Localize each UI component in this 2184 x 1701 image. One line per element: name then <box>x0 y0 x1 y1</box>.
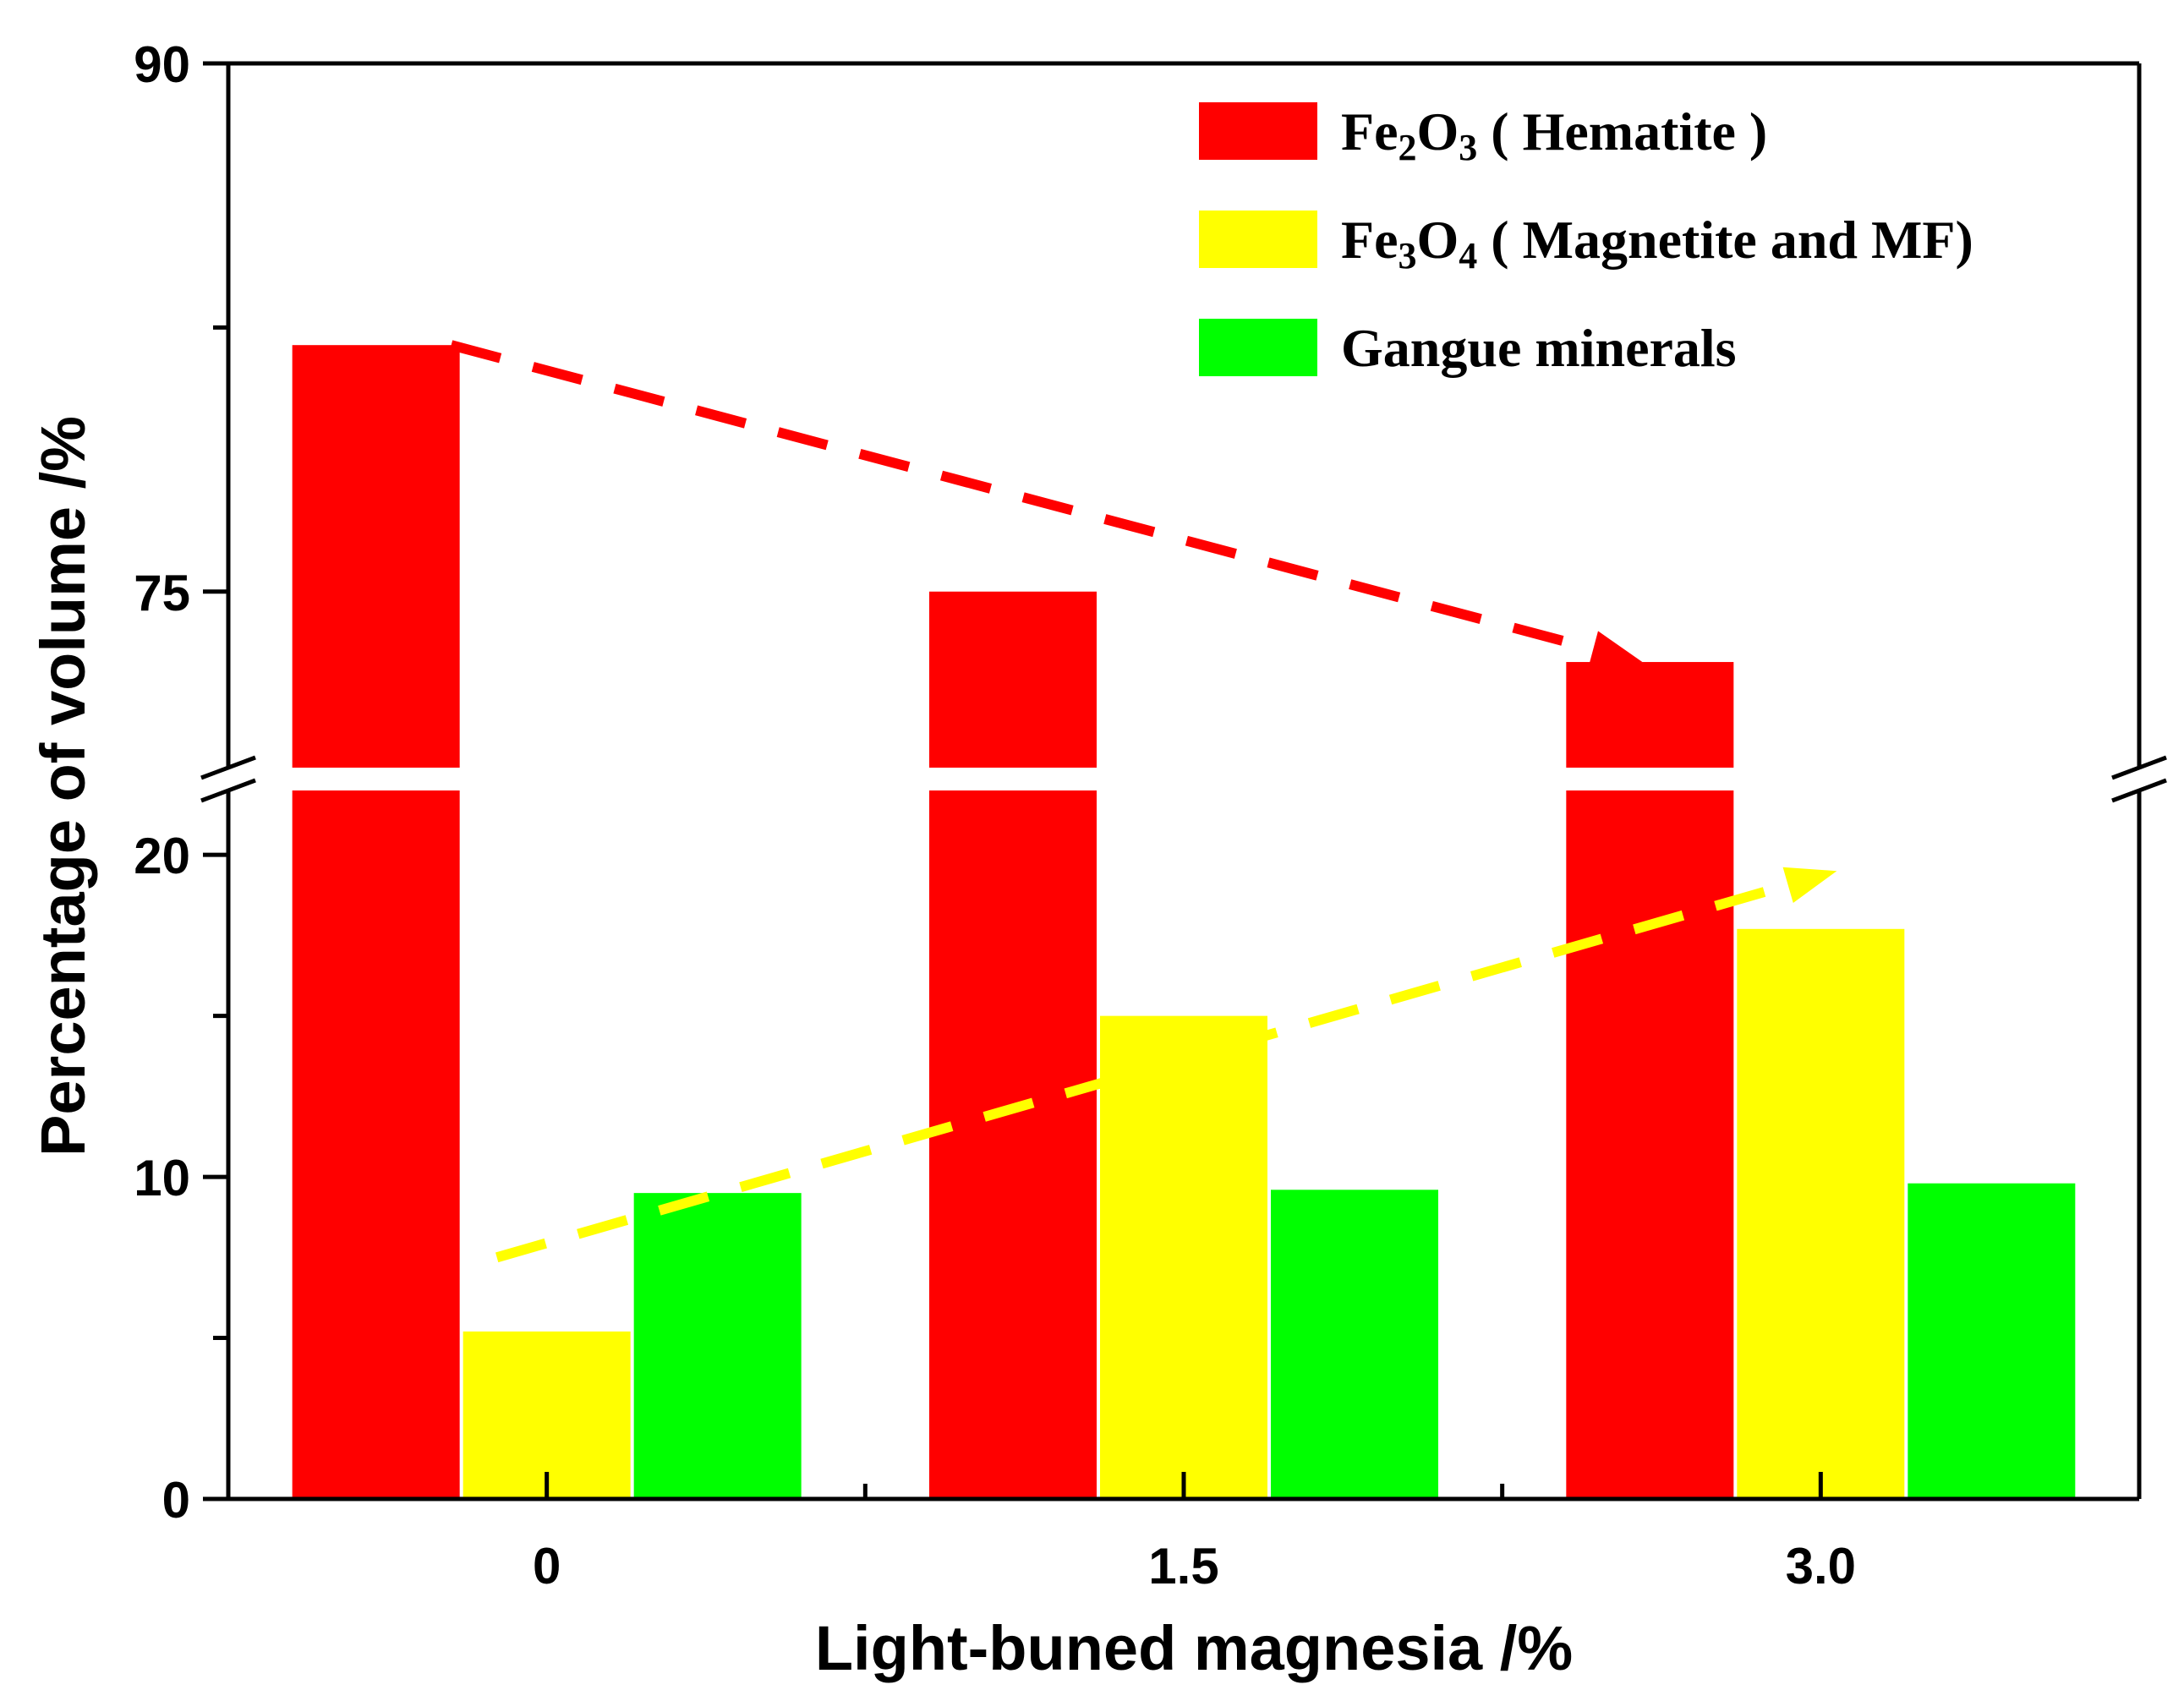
legend-label-2: Gangue minerals <box>1341 318 1737 378</box>
bar-0-2-upper <box>1566 662 1734 768</box>
legend-label-1-sub1: 3 <box>1399 235 1417 276</box>
legend-swatch-1 <box>1199 211 1317 268</box>
bar-0-2-lower <box>1566 790 1734 1499</box>
trend-arrow-1-head <box>1782 867 1837 903</box>
bar-0-1-upper <box>929 591 1097 768</box>
trend-arrow-1-line <box>495 880 1790 1263</box>
y-tick-label-upper-0: 75 <box>134 565 190 621</box>
legend-label-0-sub1: 2 <box>1399 127 1417 168</box>
bars-layer <box>292 345 2076 1499</box>
bar-0-1-lower <box>929 790 1097 1499</box>
x-axis-title: Light-buned magnesia /% <box>815 1613 1573 1683</box>
y-tick-label-lower-2: 20 <box>134 828 190 884</box>
x-tick-label-0: 0 <box>533 1538 561 1594</box>
bar-1-1 <box>1100 1015 1267 1499</box>
trend-arrows-layer <box>450 340 1837 1263</box>
axis-break-mark-1-0 <box>2111 755 2167 780</box>
y-axis-title: Percentage of volume /% <box>28 416 98 1157</box>
legend-label-1-base2: O <box>1417 210 1459 270</box>
ticks-layer: 0 10 20 75 90 0 1.5 3.0 <box>134 36 1856 1594</box>
y-tick-label-upper-1: 90 <box>134 36 190 93</box>
y-tick-label-lower-0: 0 <box>162 1472 190 1529</box>
legend-label-0: Fe2O3 ( Hematite ) <box>1341 101 1767 168</box>
legend-label-1-tail: ( Magnetite and MF) <box>1477 210 1973 270</box>
legend-label-0-base1: Fe <box>1341 101 1399 161</box>
bar-1-2 <box>1737 928 1905 1499</box>
bar-2-0 <box>633 1193 802 1499</box>
x-tick-label-2: 3.0 <box>1786 1538 1856 1594</box>
y-tick-label-lower-1: 10 <box>134 1150 190 1206</box>
legend-label-0-base2: O <box>1417 101 1459 161</box>
trend-arrow-0-line <box>450 340 1595 654</box>
trend-arrow-0-head <box>1588 631 1643 667</box>
legend: Fe2O3 ( Hematite )Fe3O4 ( Magnetite and … <box>1199 101 1973 378</box>
bar-0-0-upper <box>292 345 460 768</box>
legend-label-1-sub2: 4 <box>1459 235 1477 276</box>
bar-0-0-lower <box>292 790 460 1499</box>
axis-break-mark-1-1 <box>2111 778 2167 803</box>
legend-label-0-sub2: 3 <box>1459 127 1477 168</box>
legend-label-0-tail: ( Hematite ) <box>1477 101 1767 161</box>
axis-break-mark-0-1 <box>200 778 256 803</box>
legend-swatch-0 <box>1199 102 1317 160</box>
bar-1-0 <box>463 1331 631 1499</box>
x-tick-label-1: 1.5 <box>1148 1538 1218 1594</box>
axis-break-mark-0-0 <box>200 755 256 780</box>
bar-2-2 <box>1908 1183 2076 1499</box>
legend-label-1: Fe3O4 ( Magnetite and MF) <box>1341 210 1973 276</box>
legend-swatch-2 <box>1199 319 1317 376</box>
bar-2-1 <box>1271 1190 1438 1499</box>
legend-label-1-base1: Fe <box>1341 210 1399 270</box>
